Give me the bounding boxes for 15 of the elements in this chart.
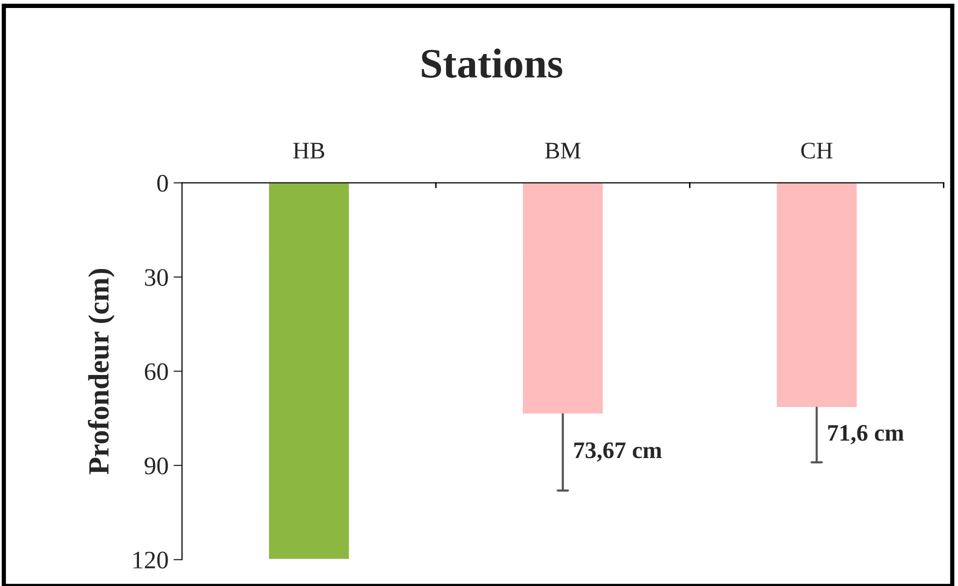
y-tick-label: 0 <box>157 174 168 192</box>
y-tick-label: 30 <box>145 269 168 286</box>
bar <box>775 182 858 408</box>
y-tick-label: 90 <box>144 457 168 474</box>
y-tick-label: 60 <box>144 363 168 380</box>
bar <box>522 182 604 415</box>
bar <box>268 182 350 560</box>
x-tick-label: HB <box>293 142 324 158</box>
x-tick-label: CH <box>801 142 832 159</box>
y-tick-label: 120 <box>134 552 168 569</box>
y-axis-title: Profondeur (cm) <box>88 268 115 474</box>
data-label: 73,67 cm <box>574 442 662 462</box>
chart-title: Stations <box>422 48 562 78</box>
x-tick-label: BM <box>545 142 581 158</box>
data-label: 71,6 cm <box>828 425 904 444</box>
